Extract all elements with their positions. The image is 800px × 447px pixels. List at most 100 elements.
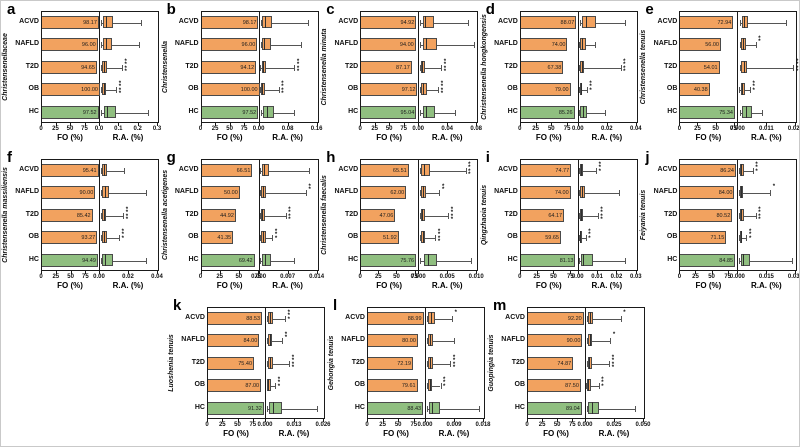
group-label-ob: OB	[188, 85, 199, 92]
fo-axis-title: FO (%)	[383, 429, 409, 438]
fo-bar-value: 56.00	[705, 42, 719, 48]
group-label-nafld: NAFLD	[174, 40, 199, 47]
fo-subplot: 88.99 80.00 72.19 79.61 88.43	[368, 308, 426, 418]
fo-axis-tick	[679, 271, 681, 274]
fo-bar-nafld: 96.00	[201, 38, 258, 51]
group-label-nafld: NAFLD	[653, 188, 678, 195]
fo-bar-t2d: 72.19	[368, 357, 413, 370]
boxplot-whisker	[419, 216, 449, 217]
whisker-cap-low	[586, 406, 588, 412]
ra-axis-tick	[425, 419, 426, 422]
fo-tick-label: 50	[712, 126, 720, 132]
boxplot-whisker	[426, 364, 451, 365]
ra-tick-label: 0.00	[412, 126, 425, 132]
panel-i: i Qingzhaoia tenuis ACVD NAFLD T2D OB HC 74.…	[480, 149, 642, 297]
whisker-cap-high	[275, 383, 277, 389]
fo-bar-value: 90.00	[79, 190, 94, 196]
whisker-cap-high	[770, 190, 772, 196]
whisker-cap-low	[266, 383, 268, 389]
ra-tick-label: 0.00	[571, 274, 584, 280]
boxplot-box-hc	[103, 106, 116, 118]
panel-a: a Christensenellaceae ACVD NAFLD T2D OB HC 9…	[1, 1, 161, 149]
group-axis: ACVD NAFLD T2D OB HC	[653, 11, 679, 123]
whisker-cap-low	[739, 87, 741, 93]
group-label-t2d: T2D	[344, 211, 359, 218]
fo-tick-label: 75	[254, 274, 262, 280]
fo-axis-tick	[727, 271, 729, 274]
boxplot-median	[269, 357, 271, 369]
fo-subplot: 88.53 84.00 75.40 87.00 91.32	[208, 308, 266, 418]
boxplot-whisker	[100, 68, 123, 69]
fo-bar-t2d: 75.40	[208, 357, 254, 370]
group-label-acvd: ACVD	[657, 18, 678, 25]
boxplot-whisker	[260, 45, 302, 46]
x-axes-ticks: 0 25 50 75 0.000 0.015 0.030	[678, 271, 799, 280]
panel-m: m Guopingia tenuis ACVD NAFLD T2D OB HC 92.2…	[487, 297, 651, 445]
ra-axis-tick	[606, 123, 608, 126]
fo-bar-value: 87.17	[396, 65, 410, 71]
ra-tick-label: 0.009	[446, 422, 462, 428]
fo-bar-acvd: 98.17	[42, 16, 99, 29]
significance-marker: * * * *	[758, 207, 761, 224]
significance-marker: *	[454, 310, 457, 316]
ra-axis-tick	[265, 419, 266, 422]
ra-axis-tick	[316, 271, 318, 274]
taxon-label: Christensenella tenuis	[640, 29, 648, 105]
ra-tick-label: 0.04	[629, 126, 642, 132]
panel-d: d Christensenella hongkongensis ACVD NAFL…	[480, 1, 642, 149]
group-label-hc: HC	[348, 256, 359, 263]
fo-bar-value: 72.94	[717, 20, 732, 26]
fo-axis-tick	[374, 123, 376, 126]
group-label-ob: OB	[194, 381, 206, 388]
fo-tick-label: 0	[198, 274, 203, 280]
ra-axis-tick	[635, 271, 637, 274]
boxplot-whisker	[420, 90, 439, 91]
boxplot-whisker	[579, 216, 598, 217]
panel-k: k Luoshenia tenuis ACVD NAFLD T2D OB HC 88.5…	[167, 297, 331, 445]
group-label-hc: HC	[667, 108, 678, 115]
figure-row-3: k Luoshenia tenuis ACVD NAFLD T2D OB HC 88.5…	[1, 297, 799, 445]
group-label-hc: HC	[507, 256, 518, 263]
fo-bar-t2d: 87.17	[361, 61, 412, 74]
boxplot-whisker	[260, 216, 286, 217]
whisker-cap-low	[738, 213, 740, 219]
fo-axis-tick	[572, 419, 574, 422]
fo-bar-value: 44.92	[220, 213, 234, 219]
fo-bar-acvd: 66.51	[201, 164, 253, 177]
fo-bar-ob: 79.00	[520, 83, 571, 96]
fo-axis-tick	[711, 271, 713, 274]
x-axes-ticks: 0 25 50 75 0.000 0.007 0.014	[198, 271, 324, 280]
boxplot-median	[581, 209, 583, 221]
boxplot-whisker	[738, 193, 771, 194]
fo-bar-acvd: 88.07	[520, 16, 577, 29]
panel-letter-e: e	[645, 1, 654, 18]
whisker-cap-high	[301, 42, 303, 48]
ra-tick-label: 0.16	[310, 126, 323, 132]
x-axes-ticks: 0 25 50 75 0.000 0.011 0.022	[678, 123, 799, 132]
group-axis: ACVD NAFLD T2D OB HC	[175, 11, 201, 123]
fo-axis-tick	[733, 123, 735, 126]
ra-tick-label: 0.050	[635, 422, 651, 428]
plot-area: 98.17 96.00 94.65 100.00 97.52	[41, 11, 159, 123]
whisker-cap-high	[471, 258, 473, 264]
fo-bar-acvd: 74.77	[520, 164, 572, 177]
figure-row-2: f Christensenella massiliensis ACVD NAFLD…	[1, 149, 799, 297]
whisker-cap-low	[100, 87, 102, 93]
fo-axis-tick	[55, 123, 57, 126]
fo-bar-ob: 59.65	[520, 231, 561, 244]
fo-axis-title: FO (%)	[376, 281, 403, 290]
whisker-cap-high	[453, 338, 455, 344]
ra-axis-tick	[316, 123, 318, 126]
fo-bar-hc: 97.52	[42, 106, 99, 119]
significance-marker: * * *	[752, 81, 755, 94]
significance-marker: * * * *	[288, 207, 291, 224]
fo-axis-tick	[219, 271, 221, 274]
fo-subplot: 95.41 90.00 85.42 93.27 94.49	[42, 160, 100, 270]
fo-bar-value: 89.04	[566, 406, 580, 412]
ra-tick-label: 0.02	[610, 274, 623, 280]
fo-bar-value: 88.53	[246, 316, 260, 322]
ra-tick-label: 0.026	[315, 422, 331, 428]
fo-bar-value: 74.87	[557, 361, 572, 367]
whisker-cap-high	[793, 65, 795, 71]
fo-bar-value: 47.06	[379, 213, 394, 219]
